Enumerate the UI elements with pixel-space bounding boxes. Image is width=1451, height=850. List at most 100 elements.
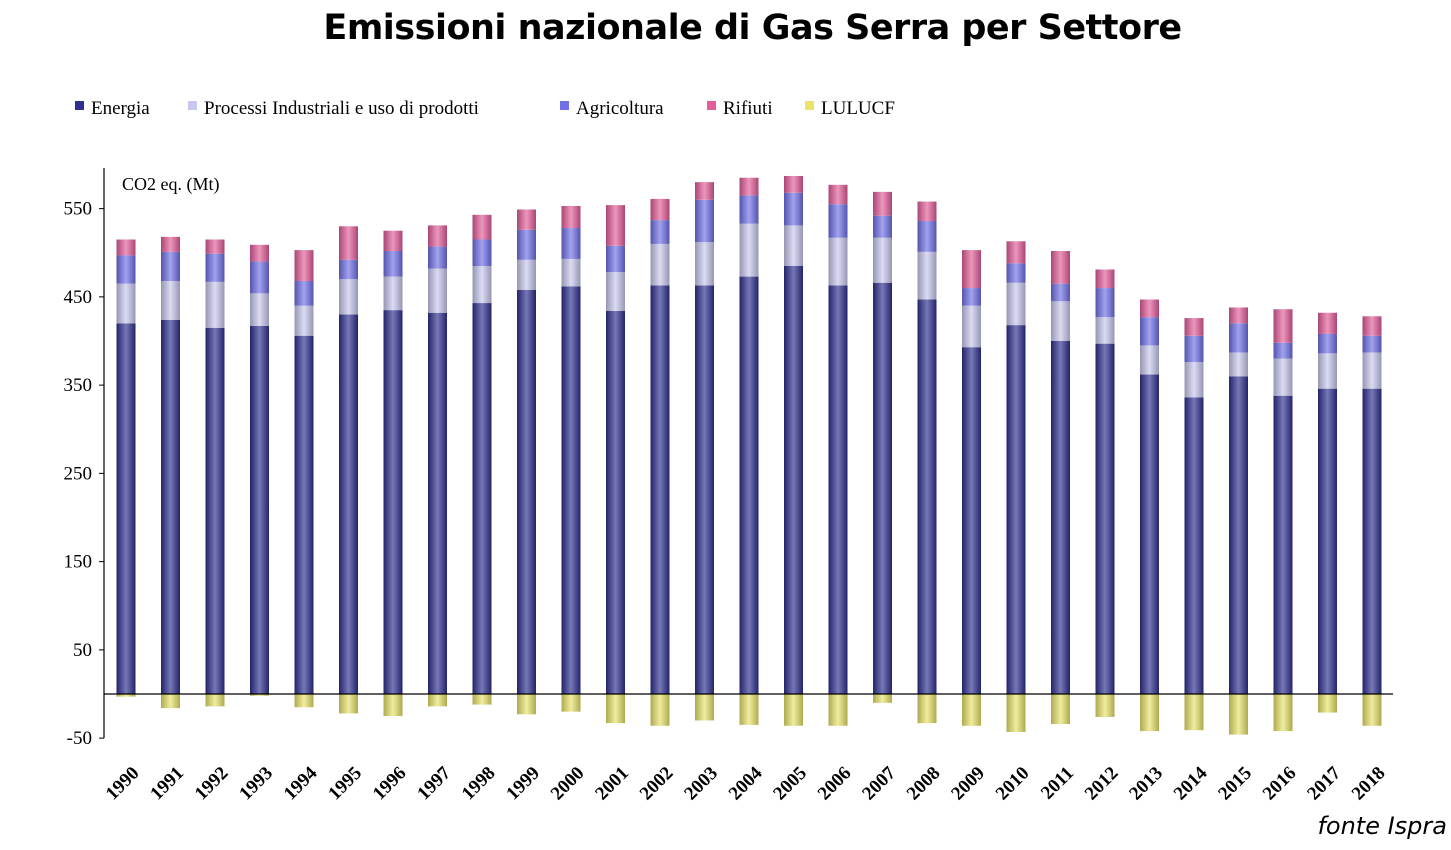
legend-label: Rifiuti	[723, 98, 773, 119]
legend-label: LULUCF	[821, 98, 895, 119]
bar-lulucf-2004	[739, 694, 759, 725]
axes-group	[103, 168, 1393, 739]
legend-label: Energia	[91, 98, 150, 119]
bar-rifiuti-2000	[561, 205, 581, 229]
bar-lulucf-2003	[695, 694, 714, 721]
bar-agricoltura-1993	[250, 261, 269, 294]
bar-rifiuti-2008	[917, 201, 937, 221]
bar-agricoltura-2018	[1362, 335, 1382, 353]
bar-processi-2002	[650, 243, 670, 286]
bar-processi-2018	[1362, 352, 1382, 389]
bar-energia-1995	[339, 314, 358, 694]
y-tick-label: 250	[64, 463, 93, 484]
bar-lulucf-2002	[650, 694, 670, 726]
bar-agricoltura-2012	[1095, 288, 1115, 318]
bar-energia-2003	[695, 285, 714, 694]
bar-processi-2011	[1051, 301, 1070, 341]
bar-processi-2008	[917, 251, 937, 300]
bar-lulucf-2018	[1362, 694, 1382, 726]
bar-processi-2000	[561, 258, 581, 287]
bar-rifiuti-1996	[383, 230, 403, 251]
bar-lulucf-1992	[205, 694, 225, 707]
bar-energia-2004	[739, 276, 759, 694]
bar-rifiuti-2015	[1229, 307, 1248, 324]
bar-agricoltura-1990	[116, 255, 136, 284]
bar-lulucf-1994	[294, 694, 314, 708]
bar-energia-1998	[472, 303, 492, 694]
bar-processi-2003	[695, 242, 714, 286]
bar-energia-1992	[205, 327, 225, 694]
bar-energia-2015	[1229, 376, 1248, 694]
bar-processi-2013	[1140, 345, 1159, 375]
bar-lulucf-1997	[428, 694, 447, 707]
bar-agricoltura-2013	[1140, 317, 1159, 346]
legend-item-2: Agricoltura	[560, 98, 664, 119]
legend-swatch	[75, 101, 84, 110]
legend: Energia Processi Industriali e uso di pro…	[75, 98, 895, 119]
bar-energia-2017	[1318, 388, 1337, 694]
bar-lulucf-1990	[116, 694, 136, 697]
bar-energia-2006	[828, 285, 848, 694]
bar-agricoltura-1992	[205, 253, 225, 282]
bar-lulucf-1998	[472, 694, 492, 705]
chart-title: Emissioni nazionale di Gas Serra per Set…	[323, 8, 1182, 48]
legend-item-1: Processi Industriali e uso di prodotti	[188, 98, 479, 119]
bar-agricoltura-1996	[383, 250, 403, 277]
x-tick-label: 2012	[1081, 763, 1123, 805]
bar-rifiuti-1994	[294, 250, 314, 281]
bar-agricoltura-1997	[428, 246, 447, 269]
x-tick-label: 2014	[1170, 762, 1212, 804]
x-tick-label: 2008	[903, 763, 945, 805]
y-tick-label: 450	[64, 287, 93, 308]
bar-rifiuti-2004	[739, 177, 759, 196]
bar-agricoltura-2006	[828, 204, 848, 238]
x-tick-label: 2001	[591, 763, 633, 805]
bar-rifiuti-2005	[784, 175, 803, 193]
x-ticks-group: 1990 1991 1992 1993 1994 1995 1996 1997 1998 1999…	[102, 762, 1390, 804]
bar-rifiuti-1990	[116, 239, 136, 256]
bar-rifiuti-1993	[250, 244, 269, 262]
x-tick-label: 2003	[680, 763, 722, 805]
bar-rifiuti-2009	[962, 250, 981, 289]
bar-energia-2000	[561, 286, 581, 694]
x-tick-label: 1993	[235, 763, 277, 805]
bar-processi-2005	[784, 225, 803, 266]
bar-processi-1992	[205, 281, 225, 328]
bar-processi-2010	[1006, 282, 1026, 326]
legend-swatch	[188, 101, 197, 110]
bar-agricoltura-2011	[1051, 283, 1070, 302]
bar-agricoltura-2014	[1184, 335, 1204, 363]
bar-energia-2009	[962, 347, 981, 694]
bar-rifiuti-2017	[1318, 312, 1337, 334]
bar-energia-1994	[294, 335, 314, 694]
bar-energia-2005	[784, 265, 803, 694]
bar-energia-1997	[428, 312, 447, 694]
bar-agricoltura-2010	[1006, 263, 1026, 283]
bar-processi-1993	[250, 293, 269, 326]
bar-agricoltura-2009	[962, 288, 981, 306]
bar-agricoltura-2007	[873, 215, 892, 238]
bar-energia-2007	[873, 282, 892, 694]
x-tick-label: 2004	[725, 762, 767, 804]
bar-energia-2013	[1140, 374, 1159, 694]
bar-agricoltura-1998	[472, 239, 492, 266]
bar-rifiuti-1997	[428, 225, 447, 247]
bar-processi-2012	[1095, 317, 1115, 344]
x-tick-label: 2009	[947, 763, 989, 805]
bar-agricoltura-2008	[917, 220, 937, 252]
bar-lulucf-1996	[383, 694, 403, 717]
bar-agricoltura-2017	[1318, 333, 1337, 354]
bar-rifiuti-2002	[650, 198, 670, 221]
bar-processi-2016	[1273, 358, 1293, 396]
bar-rifiuti-2006	[828, 184, 848, 205]
y-tick-label: 350	[64, 375, 93, 396]
bar-processi-1991	[161, 280, 180, 320]
y-tick-label: 150	[64, 552, 93, 573]
bar-lulucf-2006	[828, 694, 848, 726]
bar-agricoltura-2000	[561, 228, 581, 259]
bar-agricoltura-2002	[650, 220, 670, 244]
bar-energia-2016	[1273, 395, 1293, 694]
bars-group	[116, 175, 1382, 735]
x-tick-label: 1990	[102, 763, 144, 805]
